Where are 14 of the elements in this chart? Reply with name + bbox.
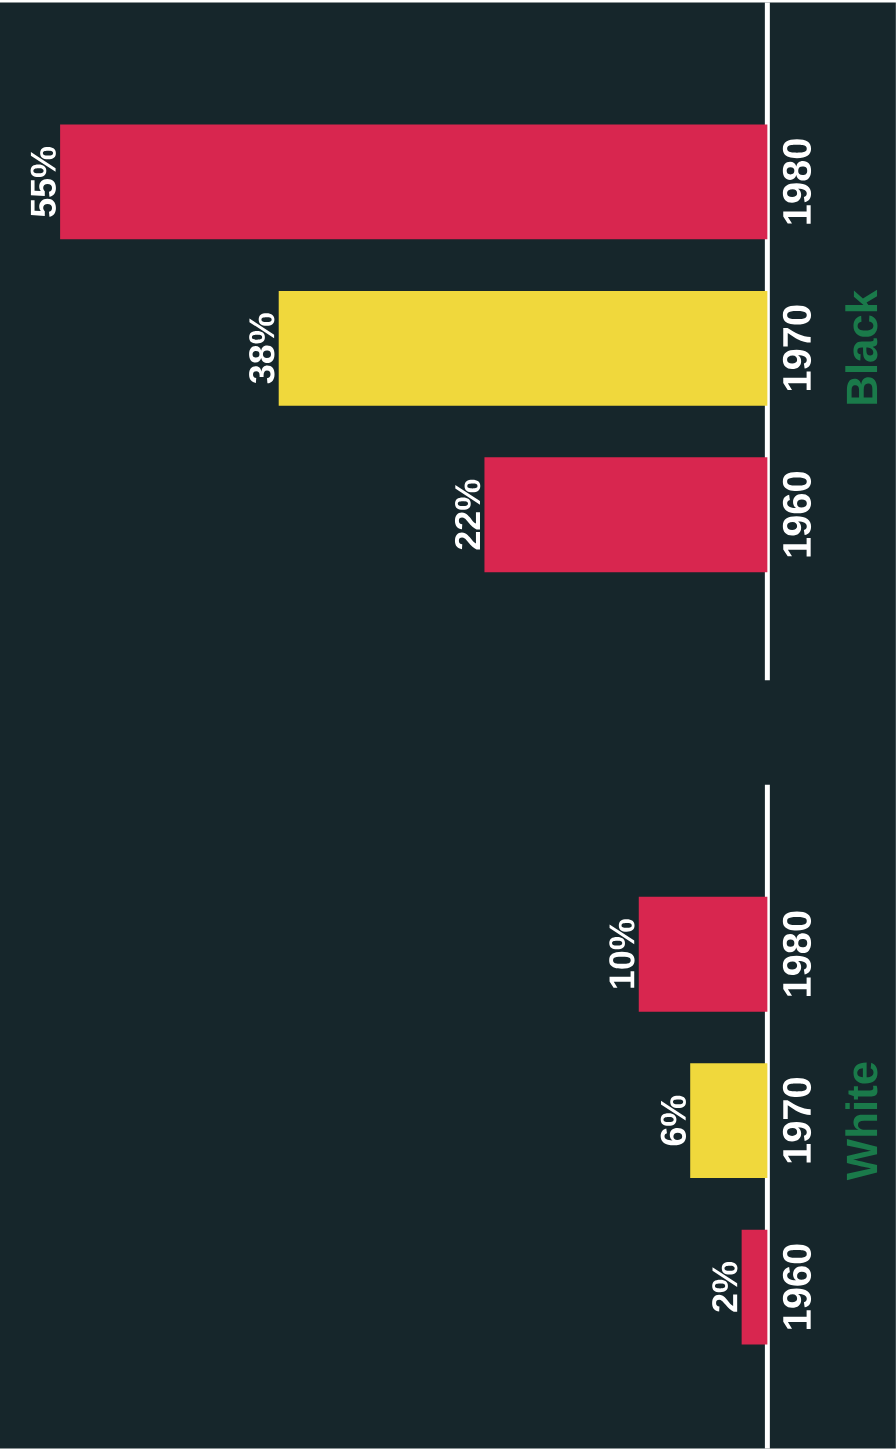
- y-axis-title: White: [845, 1062, 878, 1181]
- y-tick-label: 1980: [782, 139, 812, 224]
- data-label: 38%: [249, 313, 275, 384]
- y-tick-label: 1960: [782, 1244, 812, 1329]
- y-tick-label: 1980: [782, 911, 812, 997]
- data-label: 10%: [609, 919, 635, 988]
- y-tick-label: 1960: [782, 472, 812, 557]
- data-label: 2%: [712, 1262, 738, 1312]
- data-label: 55%: [30, 146, 56, 217]
- data-label: 22%: [455, 479, 481, 550]
- data-label: 6%: [660, 1095, 687, 1146]
- y-tick-label: 1970: [782, 305, 812, 391]
- y-tick-label: 1970: [782, 1077, 812, 1163]
- y-axis-title: Black: [845, 289, 878, 404]
